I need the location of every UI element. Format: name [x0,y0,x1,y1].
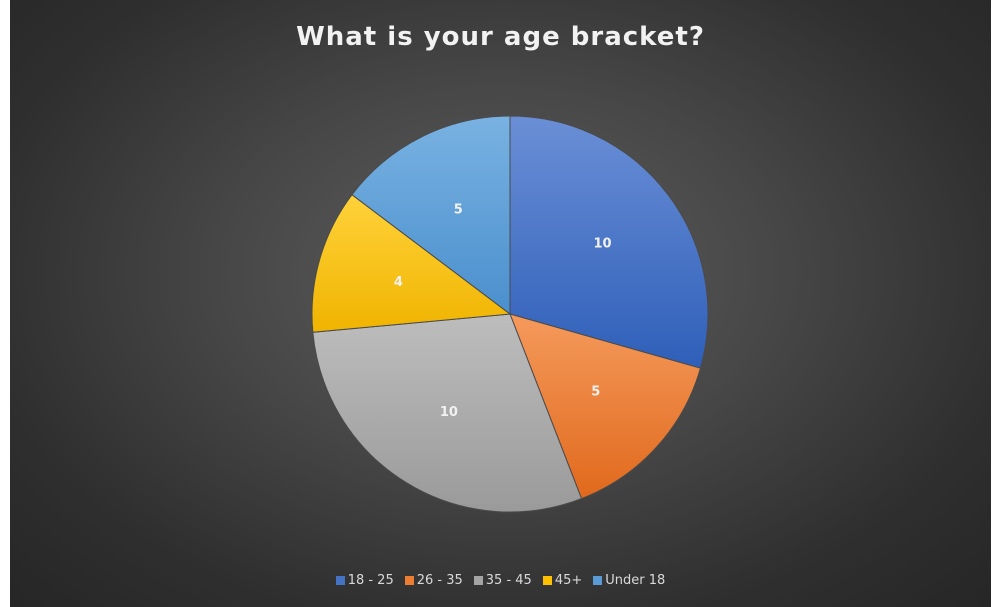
legend-item-26-35: 26 - 35 [404,573,463,588]
pie-slice [509,313,702,500]
legend: 18 - 25 26 - 35 35 - 45 45+ Under 18 [10,573,991,588]
pie-slice [311,193,512,333]
legend-item-18-25: 18 - 25 [335,573,394,588]
data-label: 5 [454,203,463,218]
legend-label: Under 18 [605,573,666,588]
legend-item-45-plus: 45+ [542,573,583,588]
legend-label: 26 - 35 [416,573,463,588]
pie-slice [351,115,511,316]
legend-swatch [404,576,414,585]
chart-title: What is your age bracket? [296,22,705,52]
legend-item-under-18: Under 18 [593,573,665,588]
data-label: 5 [591,385,600,400]
pie-slice [509,115,709,369]
legend-swatch [335,576,345,585]
legend-label: 18 - 25 [347,573,394,588]
legend-label: 35 - 45 [485,573,532,588]
pie-slice [312,313,583,513]
data-label: 10 [594,237,612,252]
legend-swatch [473,576,483,585]
legend-item-35-45: 35 - 45 [473,573,532,588]
legend-swatch [542,576,552,585]
data-label: 10 [440,405,458,420]
pie-chart: 10 5 10 4 5 [311,115,709,513]
data-label: 4 [394,275,403,290]
chart-area: What is your age bracket? [10,0,991,607]
legend-swatch [593,576,603,585]
legend-label: 45+ [554,573,583,588]
